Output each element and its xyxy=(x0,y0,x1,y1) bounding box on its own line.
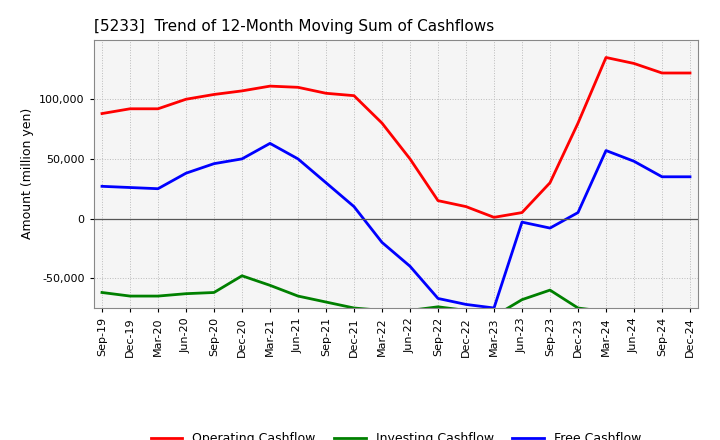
Operating Cashflow xyxy=(126,106,135,111)
Free Cashflow xyxy=(126,185,135,190)
Investing Cashflow xyxy=(630,312,639,317)
Investing Cashflow xyxy=(294,293,302,299)
Operating Cashflow xyxy=(378,121,387,126)
Operating Cashflow xyxy=(685,70,694,76)
Investing Cashflow xyxy=(181,291,190,296)
Free Cashflow xyxy=(462,302,470,307)
Free Cashflow xyxy=(433,296,442,301)
Operating Cashflow xyxy=(405,156,414,161)
Free Cashflow xyxy=(153,186,162,191)
Free Cashflow xyxy=(98,183,107,189)
Free Cashflow xyxy=(350,204,359,209)
Operating Cashflow xyxy=(574,121,582,126)
Investing Cashflow xyxy=(126,293,135,299)
Operating Cashflow xyxy=(266,84,274,89)
Free Cashflow xyxy=(210,161,218,166)
Operating Cashflow xyxy=(294,84,302,90)
Investing Cashflow xyxy=(685,308,694,313)
Operating Cashflow xyxy=(462,204,470,209)
Investing Cashflow xyxy=(405,308,414,313)
Free Cashflow xyxy=(378,240,387,245)
Operating Cashflow xyxy=(98,111,107,116)
Investing Cashflow xyxy=(266,282,274,288)
Investing Cashflow xyxy=(433,304,442,309)
Investing Cashflow xyxy=(153,293,162,299)
Operating Cashflow xyxy=(238,88,246,94)
Free Cashflow xyxy=(322,180,330,185)
Operating Cashflow xyxy=(433,198,442,203)
Operating Cashflow xyxy=(518,210,526,215)
Free Cashflow xyxy=(294,156,302,161)
Line: Operating Cashflow: Operating Cashflow xyxy=(102,58,690,217)
Free Cashflow xyxy=(518,220,526,225)
Free Cashflow xyxy=(266,141,274,146)
Free Cashflow xyxy=(546,225,554,231)
Operating Cashflow xyxy=(322,91,330,96)
Free Cashflow xyxy=(657,174,666,180)
Line: Free Cashflow: Free Cashflow xyxy=(102,143,690,308)
Free Cashflow xyxy=(602,148,611,153)
Free Cashflow xyxy=(405,264,414,269)
Investing Cashflow xyxy=(238,273,246,279)
Investing Cashflow xyxy=(322,299,330,304)
Operating Cashflow xyxy=(153,106,162,111)
Free Cashflow xyxy=(574,210,582,215)
Investing Cashflow xyxy=(518,297,526,302)
Investing Cashflow xyxy=(462,308,470,313)
Text: [5233]  Trend of 12-Month Moving Sum of Cashflows: [5233] Trend of 12-Month Moving Sum of C… xyxy=(94,19,494,34)
Line: Investing Cashflow: Investing Cashflow xyxy=(102,276,690,316)
Operating Cashflow xyxy=(210,92,218,97)
Legend: Operating Cashflow, Investing Cashflow, Free Cashflow: Operating Cashflow, Investing Cashflow, … xyxy=(146,427,646,440)
Free Cashflow xyxy=(181,171,190,176)
Operating Cashflow xyxy=(546,180,554,185)
Operating Cashflow xyxy=(602,55,611,60)
Operating Cashflow xyxy=(181,97,190,102)
Operating Cashflow xyxy=(490,215,498,220)
Free Cashflow xyxy=(685,174,694,180)
Y-axis label: Amount (million yen): Amount (million yen) xyxy=(20,108,34,239)
Operating Cashflow xyxy=(657,70,666,76)
Investing Cashflow xyxy=(657,314,666,319)
Investing Cashflow xyxy=(574,305,582,311)
Operating Cashflow xyxy=(350,93,359,98)
Investing Cashflow xyxy=(350,305,359,311)
Free Cashflow xyxy=(630,159,639,164)
Investing Cashflow xyxy=(378,308,387,313)
Investing Cashflow xyxy=(210,290,218,295)
Investing Cashflow xyxy=(98,290,107,295)
Free Cashflow xyxy=(490,305,498,311)
Investing Cashflow xyxy=(490,314,498,319)
Investing Cashflow xyxy=(546,287,554,293)
Operating Cashflow xyxy=(630,61,639,66)
Investing Cashflow xyxy=(602,309,611,314)
Free Cashflow xyxy=(238,156,246,161)
